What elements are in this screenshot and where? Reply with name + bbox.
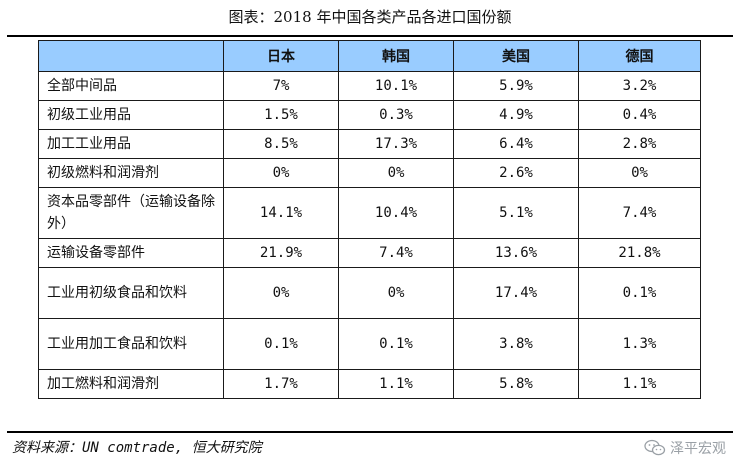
row-label: 工业用加工食品和饮料 — [38, 318, 224, 370]
table-title: 图表：2018 年中国各类产品各进口国份额 — [228, 8, 512, 26]
table-cell: 14.1% — [223, 187, 339, 239]
import-share-table: 日本 韩国 美国 德国 全部中间品 7% 10.1% 5.9% 3.2% 初级工… — [38, 40, 701, 399]
table-row: 加工工业用品 8.5% 17.3% 6.4% 2.8% — [38, 129, 701, 159]
table-cell: 5.9% — [453, 71, 579, 101]
row-label: 工业用初级食品和饮料 — [38, 267, 224, 319]
column-header-germany: 德国 — [578, 40, 701, 72]
table-cell: 0.3% — [338, 100, 454, 130]
table-row: 工业用初级食品和饮料 0% 0% 17.4% 0.1% — [38, 267, 701, 319]
table-cell: 1.7% — [223, 369, 339, 399]
header-corner-cell — [38, 40, 224, 72]
table-cell: 0% — [223, 267, 339, 319]
table-cell: 1.5% — [223, 100, 339, 130]
table-cell: 4.9% — [453, 100, 579, 130]
row-label: 加工工业用品 — [38, 129, 224, 159]
watermark-text: 泽平宏观 — [670, 441, 726, 457]
table-cell: 2.6% — [453, 158, 579, 188]
table-row: 运输设备零部件 21.9% 7.4% 13.6% 21.8% — [38, 238, 701, 268]
table-cell: 0% — [223, 158, 339, 188]
table-cell: 21.8% — [578, 238, 701, 268]
row-label: 初级工业用品 — [38, 100, 224, 130]
table-cell: 8.5% — [223, 129, 339, 159]
row-label: 资本品零部件（运输设备除外） — [38, 187, 224, 239]
table-cell: 7.4% — [338, 238, 454, 268]
table-cell: 6.4% — [453, 129, 579, 159]
table-cell: 5.1% — [453, 187, 579, 239]
wechat-logo-icon — [644, 439, 666, 457]
table-cell: 1.1% — [338, 369, 454, 399]
table-cell: 0.1% — [338, 318, 454, 370]
table-cell: 0% — [338, 158, 454, 188]
row-label: 加工燃料和润滑剂 — [38, 369, 224, 399]
table-cell: 10.1% — [338, 71, 454, 101]
table-cell: 21.9% — [223, 238, 339, 268]
table-row: 加工燃料和润滑剂 1.7% 1.1% 5.8% 1.1% — [38, 369, 701, 399]
table-cell: 0.1% — [578, 267, 701, 319]
table-cell: 3.2% — [578, 71, 701, 101]
top-rule — [7, 35, 733, 37]
table-cell: 0.1% — [223, 318, 339, 370]
table-cell: 7.4% — [578, 187, 701, 239]
table-cell: 0% — [578, 158, 701, 188]
table-cell: 1.3% — [578, 318, 701, 370]
watermark: 泽平宏观 — [644, 436, 726, 460]
table-cell: 0% — [338, 267, 454, 319]
row-label: 运输设备零部件 — [38, 238, 224, 268]
column-header-japan: 日本 — [223, 40, 339, 72]
table-cell: 17.3% — [338, 129, 454, 159]
column-header-usa: 美国 — [453, 40, 579, 72]
table-row: 初级工业用品 1.5% 0.3% 4.9% 0.4% — [38, 100, 701, 130]
table-row: 全部中间品 7% 10.1% 5.9% 3.2% — [38, 71, 701, 101]
table-cell: 3.8% — [453, 318, 579, 370]
table-cell: 13.6% — [453, 238, 579, 268]
table-row: 初级燃料和润滑剂 0% 0% 2.6% 0% — [38, 158, 701, 188]
row-label: 初级燃料和润滑剂 — [38, 158, 224, 188]
table-cell: 5.8% — [453, 369, 579, 399]
header-row: 日本 韩国 美国 德国 — [38, 40, 701, 72]
table-cell: 7% — [223, 71, 339, 101]
table-row: 工业用加工食品和饮料 0.1% 0.1% 3.8% 1.3% — [38, 318, 701, 370]
table-cell: 2.8% — [578, 129, 701, 159]
source-note: 资料来源：UN comtrade, 恒大研究院 — [12, 440, 262, 456]
column-header-korea: 韩国 — [338, 40, 454, 72]
table-cell: 17.4% — [453, 267, 579, 319]
table-cell: 10.4% — [338, 187, 454, 239]
table-row: 资本品零部件（运输设备除外） 14.1% 10.4% 5.1% 7.4% — [38, 187, 701, 239]
row-label: 全部中间品 — [38, 71, 224, 101]
bottom-rule — [7, 431, 733, 433]
table-cell: 0.4% — [578, 100, 701, 130]
table-cell: 1.1% — [578, 369, 701, 399]
